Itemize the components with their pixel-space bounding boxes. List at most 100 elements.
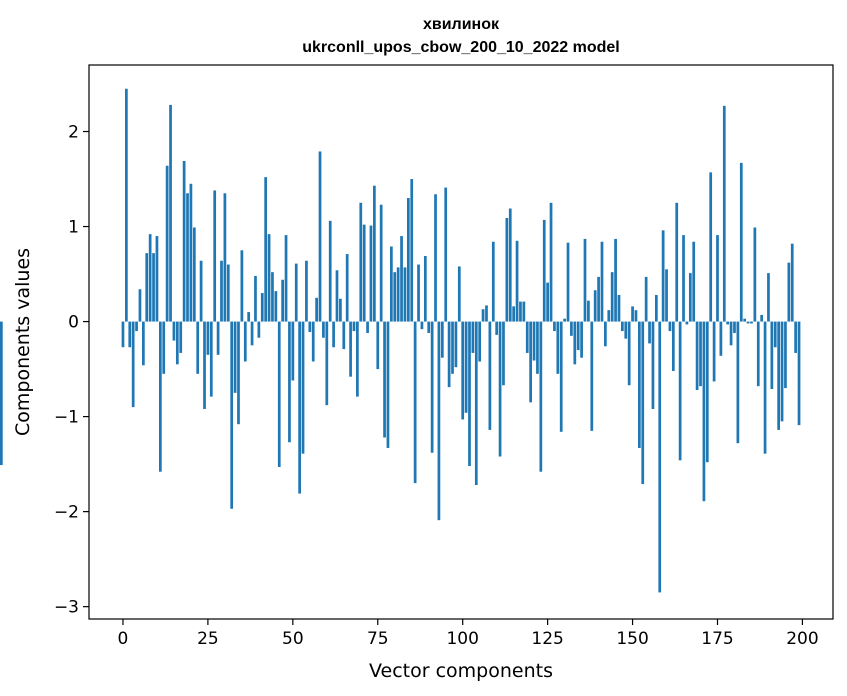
bar	[750, 321, 753, 324]
bar	[624, 321, 628, 339]
x-tick-label: 0	[118, 629, 129, 649]
y-tick-label: 2	[68, 123, 79, 143]
x-axis-label: Vector components	[369, 660, 553, 682]
bar	[464, 321, 468, 413]
bar	[675, 202, 679, 322]
bar	[794, 321, 797, 353]
bar	[284, 235, 288, 322]
y-tick-label: 0	[68, 313, 79, 333]
bar	[590, 321, 594, 431]
bar	[345, 254, 349, 322]
bar	[305, 260, 308, 322]
y-axis-label: Components values	[12, 248, 34, 436]
x-tick-label: 175	[701, 629, 733, 649]
bar	[213, 190, 217, 322]
bar	[131, 321, 135, 408]
bar	[152, 253, 155, 322]
bar	[556, 321, 560, 374]
bar	[420, 321, 424, 330]
bar	[240, 250, 244, 322]
bar	[440, 321, 444, 358]
bar	[729, 321, 733, 346]
bars-group	[0, 88, 801, 593]
bar	[427, 321, 431, 333]
bar	[257, 321, 261, 338]
bar	[220, 260, 223, 322]
bar	[512, 306, 516, 322]
bar	[634, 310, 638, 322]
bar	[495, 321, 499, 335]
bar	[665, 269, 668, 322]
y-tick-label: −1	[54, 408, 79, 428]
bar	[203, 321, 206, 409]
bar	[417, 264, 420, 322]
bar	[356, 321, 359, 397]
bar	[678, 321, 682, 461]
bar	[685, 321, 689, 325]
bar	[206, 321, 210, 355]
bar	[325, 321, 329, 406]
bar	[175, 321, 179, 365]
bar	[746, 321, 750, 324]
bar	[233, 321, 237, 393]
bar	[474, 321, 478, 486]
bar	[410, 179, 414, 322]
bar	[192, 227, 196, 322]
x-tick-label: 50	[282, 629, 304, 649]
bar	[406, 198, 410, 322]
bar	[658, 321, 662, 593]
bar	[294, 263, 298, 322]
bar	[614, 238, 617, 322]
bar	[478, 321, 482, 362]
bar	[322, 321, 325, 338]
bar	[165, 165, 169, 322]
bar	[451, 321, 454, 374]
bar	[383, 321, 386, 438]
bar	[563, 318, 566, 322]
bar	[716, 235, 719, 322]
bar	[400, 236, 403, 322]
bar	[743, 318, 747, 322]
bar	[522, 301, 526, 322]
bar	[223, 193, 227, 322]
bar	[468, 321, 471, 467]
bar	[651, 321, 655, 409]
bar	[318, 151, 322, 322]
bar	[726, 321, 730, 325]
bar	[763, 321, 767, 454]
bar	[481, 309, 485, 322]
bar	[379, 204, 383, 322]
bar	[142, 321, 145, 366]
bar	[373, 185, 376, 322]
bar	[773, 321, 777, 348]
bar	[298, 321, 301, 494]
bar	[471, 321, 475, 353]
bar	[362, 224, 366, 322]
bar	[753, 227, 757, 322]
bar	[315, 297, 318, 322]
y-tick-label: 1	[68, 218, 79, 238]
bar	[250, 321, 254, 346]
bar	[705, 321, 709, 463]
bar	[396, 267, 400, 322]
bar	[695, 321, 699, 390]
bar	[604, 321, 607, 347]
x-axis-ticks: 0 25 50 75 100 125 150 175 200	[118, 619, 819, 649]
bar	[366, 321, 369, 333]
chart-title: хвилинок	[423, 16, 500, 33]
bar	[532, 321, 536, 361]
bar	[617, 294, 621, 322]
bar	[576, 321, 580, 351]
bar	[719, 321, 723, 356]
bar	[593, 290, 597, 322]
bar	[209, 321, 213, 397]
bar	[138, 289, 142, 322]
bar	[502, 321, 505, 386]
bar	[145, 253, 149, 322]
bar	[413, 321, 417, 484]
bar	[447, 321, 451, 388]
bar	[444, 187, 448, 322]
bar	[549, 202, 553, 322]
bar	[682, 235, 685, 322]
